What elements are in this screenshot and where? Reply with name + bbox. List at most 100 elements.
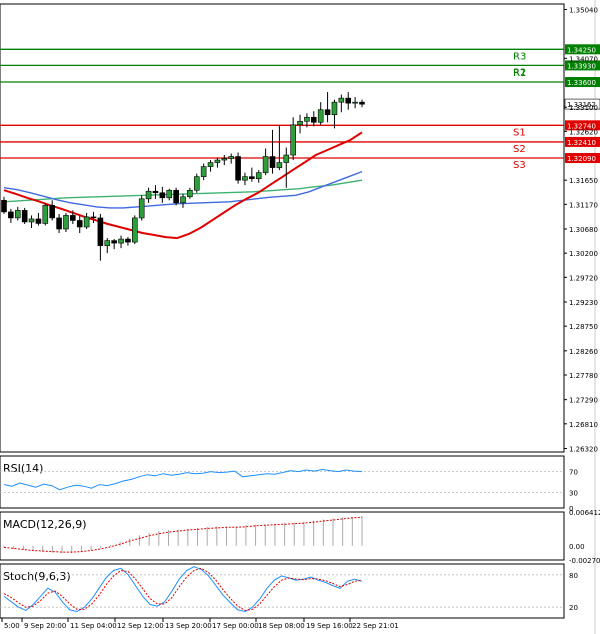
level-price-label: 1.33600 [567, 79, 596, 87]
level-price-box [565, 136, 600, 147]
rsi-line [3, 468, 363, 491]
candle-body [276, 162, 283, 168]
level-name: S1 [513, 127, 526, 138]
level-price-label: 1.32410 [567, 139, 596, 147]
time-tick-label: 19 Sep 16:00 [306, 622, 353, 630]
candle-body [262, 156, 269, 173]
time-axis: 5:00 9 Sep 20:00 11 Sep 04:00 12 Sep 12:00 1… [1, 618, 399, 630]
indicator-tick-label: 80 [569, 572, 578, 580]
level-price-label: 1.32740 [567, 122, 596, 130]
time-tick-label: 9 Sep 20:00 [24, 622, 66, 630]
candle-body [138, 198, 145, 219]
candle-body [317, 109, 324, 123]
price-tick-label: 1.26320 [569, 445, 598, 453]
candle-body [214, 159, 221, 163]
time-tick-label: 5:00 [4, 622, 20, 630]
indicator-panels: RSI(14) 70 30 0 MACD(12,26,9) 0.006412 0.00 -0.… [0, 455, 600, 619]
candle-body [345, 97, 352, 104]
price-tick-label: 1.31650 [569, 177, 598, 185]
price-tick-label: 1.30680 [569, 226, 598, 234]
indicator-panel-frame [0, 563, 565, 619]
indicator-title: Stoch(9,6,3) [3, 570, 71, 583]
candle-body [297, 120, 303, 126]
stoch-d-line [3, 567, 363, 611]
candle-body [221, 158, 228, 161]
candle-body [235, 156, 241, 181]
candle-body [63, 215, 69, 230]
candle-body [242, 176, 248, 181]
candle-body [145, 190, 152, 200]
candle-body [118, 238, 124, 244]
indicator-title: RSI(14) [3, 462, 43, 475]
price-tick-label: 1.33100 [569, 104, 598, 112]
price-tick-label: 1.28260 [569, 348, 598, 356]
candle-body [49, 205, 55, 219]
candle-body [21, 210, 28, 223]
level-name: R2 [513, 67, 526, 78]
indicator-panel-frame [0, 455, 565, 509]
indicator-tick-label: 70 [569, 469, 578, 477]
level-name: S3 [513, 160, 526, 171]
level-name: R1 [513, 68, 526, 79]
time-tick-label: 17 Sep 00:00 [212, 622, 259, 630]
level-name: S2 [513, 144, 526, 155]
candle-body [14, 210, 21, 219]
price-tick-label: 1.29720 [569, 274, 598, 282]
candle-body [304, 116, 310, 122]
candle-body [42, 205, 49, 224]
candle-body [56, 217, 62, 230]
indicator-title: MACD(12,26,9) [3, 518, 87, 531]
candle-body [180, 196, 186, 204]
candle-body [90, 216, 97, 219]
time-tick-label: 22 Sep 21:01 [352, 622, 399, 630]
candle-body [132, 217, 138, 243]
indicator-tick-label: 0.006412 [569, 509, 600, 517]
candle-body [290, 124, 296, 156]
level-price-box [565, 44, 600, 55]
candle-body [83, 216, 90, 228]
candle-body [311, 116, 317, 123]
time-tick-label: 18 Sep 08:00 [258, 622, 305, 630]
candle-body [159, 192, 166, 199]
candle-body [359, 101, 365, 105]
time-tick-label: 12 Sep 12:00 [117, 622, 164, 630]
level-price-box [565, 77, 600, 88]
candle-body [8, 211, 14, 219]
level-price-box [565, 60, 600, 71]
candles [1, 92, 365, 261]
indicator-tick-label: 30 [569, 489, 578, 497]
price-tick-label: 1.30200 [569, 250, 598, 258]
candle-body [76, 220, 83, 228]
price-tick-label: 1.26810 [569, 421, 598, 429]
current-price-box [564, 98, 600, 110]
indicator-panel-frame [0, 511, 565, 561]
candle-body [249, 176, 255, 179]
price-tick-label: 1.27780 [569, 372, 598, 380]
level-price-box [565, 120, 600, 131]
indicator-tick-label: -0.002701 [569, 557, 600, 565]
price-tick-label: 1.34070 [569, 55, 598, 63]
candle-body [255, 172, 262, 179]
candle-body [324, 109, 331, 116]
candle-body [28, 218, 35, 223]
indicator-tick-label: 20 [569, 604, 578, 612]
candle-body [269, 156, 276, 168]
candle-body [1, 200, 7, 213]
candle-body [104, 240, 111, 246]
level-price-label: 1.34250 [567, 46, 596, 54]
level-price-label: 1.33930 [567, 62, 596, 70]
main-panel-frame [0, 3, 565, 453]
price-tick-label: 1.27290 [569, 397, 598, 405]
candle-body [331, 101, 338, 116]
candle-body [111, 240, 117, 244]
candle-body [338, 97, 345, 103]
candle-body [173, 189, 179, 204]
indicator-tick-label: 0.00 [569, 543, 585, 551]
candle-body [152, 190, 159, 194]
macd-signal-line [3, 516, 363, 553]
candle-body [97, 217, 104, 246]
pivot-levels: 1.34250 1.33930 R3 R2 1.33600 R1 1.32740 S1 1.32… [0, 44, 600, 171]
price-tick-label: 1.32620 [569, 128, 598, 136]
candle-body [70, 215, 76, 221]
